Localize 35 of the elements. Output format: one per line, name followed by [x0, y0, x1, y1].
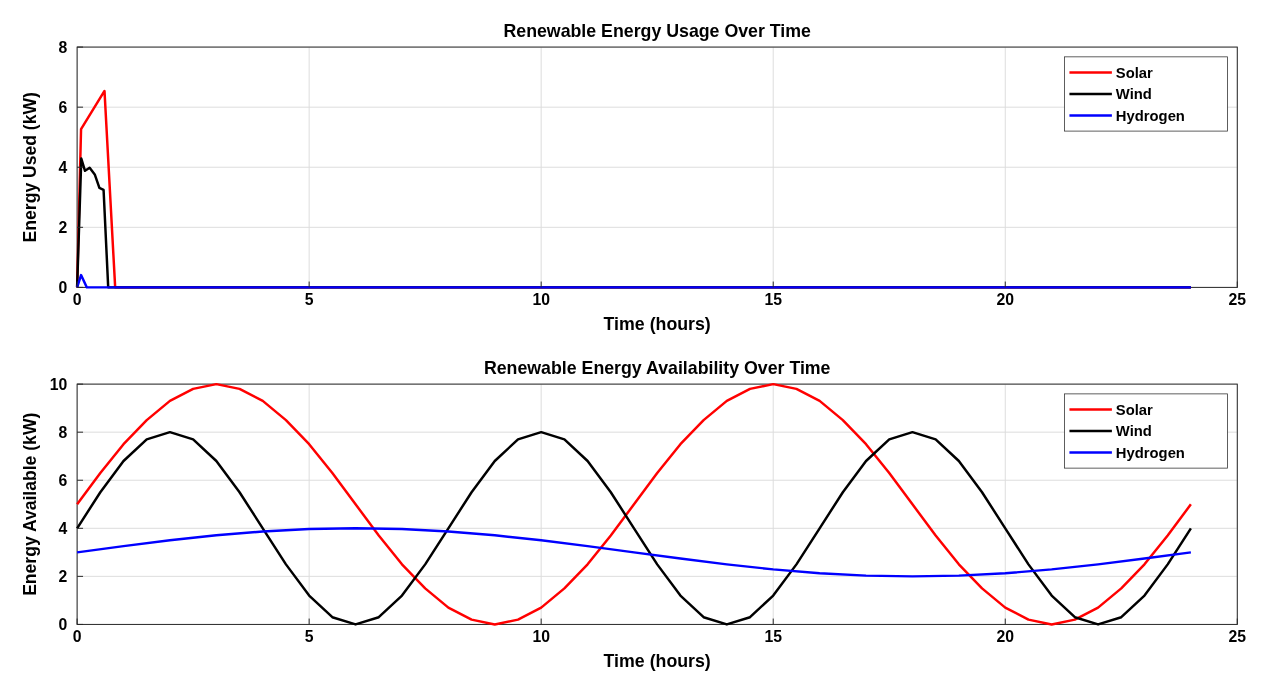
y-tick-label: 6 — [58, 98, 68, 116]
y-tick-label: 8 — [58, 38, 68, 56]
y-axis-title: Energy Used (kW) — [19, 92, 40, 243]
x-axis-title: Time (hours) — [603, 314, 711, 335]
y-tick-label: 0 — [58, 278, 68, 296]
x-axis-title: Time (hours) — [603, 651, 711, 672]
x-tick-label: 10 — [532, 628, 551, 645]
y-tick-label: 8 — [58, 423, 68, 441]
x-tick-label: 25 — [1228, 291, 1247, 308]
x-tick-label: 25 — [1228, 628, 1247, 645]
y-tick-label: 4 — [58, 519, 68, 537]
chart-title: Renewable Energy Availability Over Time — [483, 358, 831, 379]
y-tick-label: 2 — [58, 567, 68, 585]
x-tick-label: 0 — [72, 628, 82, 645]
legend-label: Solar — [1115, 401, 1154, 418]
y-tick-label: 0 — [58, 615, 68, 633]
x-tick-label: 20 — [996, 628, 1015, 645]
y-tick-label: 6 — [58, 471, 68, 489]
x-tick-label: 5 — [304, 628, 314, 645]
legend-label: Wind — [1115, 423, 1152, 440]
x-tick-label: 15 — [764, 291, 783, 308]
x-tick-label: 20 — [996, 291, 1015, 308]
y-tick-label: 2 — [58, 218, 68, 236]
x-tick-label: 15 — [764, 628, 783, 645]
y-tick-label: 4 — [58, 158, 68, 176]
legend-label: Solar — [1115, 64, 1154, 81]
legend-label: Hydrogen — [1115, 107, 1185, 124]
legend-label: Wind — [1115, 86, 1152, 103]
y-tick-label: 10 — [49, 375, 68, 393]
x-tick-label: 10 — [532, 291, 551, 308]
legend-label: Hydrogen — [1115, 444, 1185, 461]
x-tick-label: 0 — [72, 291, 82, 308]
chart-title: Renewable Energy Usage Over Time — [503, 21, 812, 42]
y-axis-title: Energy Available (kW) — [19, 412, 40, 596]
x-tick-label: 5 — [304, 291, 314, 308]
